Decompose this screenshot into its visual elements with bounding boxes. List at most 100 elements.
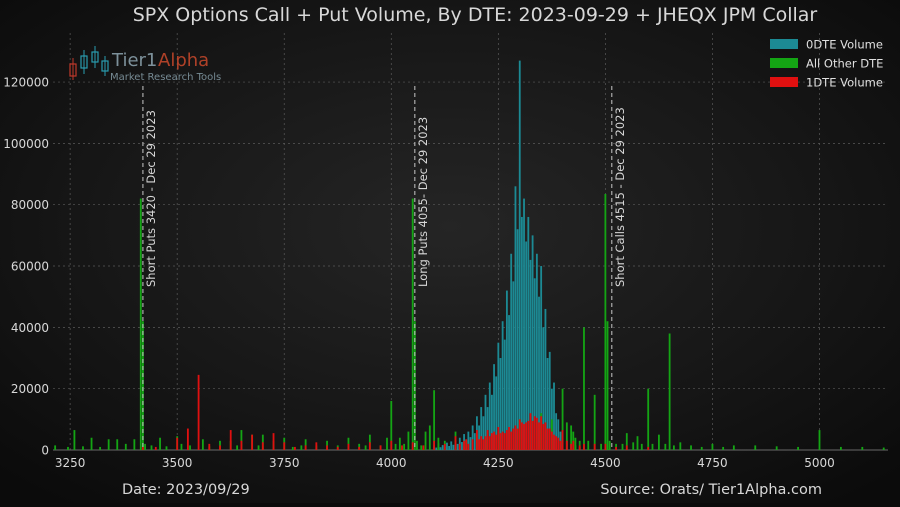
y-tick-label: 60000 xyxy=(11,260,49,274)
x-tick-label: 4500 xyxy=(590,456,621,470)
bar-odte xyxy=(478,425,480,450)
bar-1dte xyxy=(458,443,461,450)
bar-1dte xyxy=(557,437,560,450)
bar-1dte xyxy=(208,443,211,450)
bar-other-dte xyxy=(839,446,842,450)
bar-odte xyxy=(488,382,491,450)
bar-1dte xyxy=(480,436,483,450)
bar-other-dte xyxy=(565,422,568,450)
bar-1dte xyxy=(471,439,474,450)
bar-other-dte xyxy=(304,439,307,450)
y-tick-label: 0 xyxy=(41,444,49,458)
bar-other-dte xyxy=(189,445,191,450)
bar-other-dte xyxy=(201,439,204,450)
bar-1dte xyxy=(240,440,243,450)
annotations: Short Puts 3420 - Dec 29 2023 Long Puts 4… xyxy=(142,86,627,450)
bar-odte xyxy=(484,394,487,450)
bar-other-dte xyxy=(139,198,142,450)
bar-odte xyxy=(523,198,525,450)
bar-other-dte xyxy=(632,442,635,450)
bar-other-dte xyxy=(561,388,564,450)
bar-1dte xyxy=(486,430,489,450)
bar-odte xyxy=(518,60,521,451)
bar-odte xyxy=(456,443,459,450)
bar-other-dte xyxy=(394,443,397,450)
bar-other-dte xyxy=(651,443,654,450)
bar-other-dte xyxy=(428,425,431,450)
bar-1dte xyxy=(565,440,568,450)
bar-odte xyxy=(520,216,523,450)
bar-1dte xyxy=(503,433,506,450)
bar-odte xyxy=(497,342,500,450)
bar-1dte xyxy=(533,416,536,450)
watermark-logo: Tier1 Alpha Market Research Tools xyxy=(69,46,221,83)
bar-other-dte xyxy=(606,321,609,450)
bar-odte xyxy=(548,351,551,450)
bar-1dte xyxy=(186,428,189,450)
bar-other-dte xyxy=(390,400,393,450)
bar-other-dte xyxy=(593,394,596,450)
bar-1dte xyxy=(499,433,502,450)
bar-1dte xyxy=(488,436,491,450)
bar-1dte xyxy=(615,446,617,450)
bar-other-dte xyxy=(672,445,675,450)
bar-other-dte xyxy=(664,443,667,450)
bar-1dte xyxy=(336,446,339,450)
bar-other-dte xyxy=(150,445,153,450)
bar-odte xyxy=(535,253,538,450)
bar-odte xyxy=(450,441,453,450)
bar-other-dte xyxy=(574,437,577,450)
bar-1dte xyxy=(546,428,549,450)
bar-other-dte xyxy=(364,445,367,450)
bar-other-dte xyxy=(67,446,69,450)
bar-1dte xyxy=(401,445,403,450)
bar-odte xyxy=(533,278,536,450)
bar-other-dte xyxy=(690,445,692,450)
legend-label-1dte: 1DTE Volume xyxy=(806,76,883,90)
bar-odte xyxy=(501,321,504,450)
bar-other-dte xyxy=(679,442,682,450)
bar-1dte xyxy=(510,431,513,450)
bar-other-dte xyxy=(861,446,864,450)
bar-1dte xyxy=(304,445,307,450)
bar-odte xyxy=(491,394,493,450)
bar-odte xyxy=(544,308,547,450)
footer-date: Date: 2023/09/29 xyxy=(122,482,250,498)
bar-odte xyxy=(516,229,519,450)
bar-other-dte xyxy=(73,430,76,450)
x-tick-label: 4250 xyxy=(483,456,514,470)
bar-other-dte xyxy=(608,440,611,450)
bar-odte xyxy=(439,447,442,450)
bar-1dte xyxy=(454,436,457,450)
bar-other-dte xyxy=(124,443,127,450)
bar-odte xyxy=(508,315,510,450)
legend-swatch-1dte xyxy=(770,77,798,87)
bar-1dte xyxy=(272,433,275,450)
bar-1dte xyxy=(593,443,596,450)
bar-1dte xyxy=(535,417,538,450)
bar-odte xyxy=(529,259,532,450)
bar-odte xyxy=(482,416,485,450)
bar-1dte xyxy=(251,434,254,450)
bar-other-dte xyxy=(700,446,703,450)
bar-1dte xyxy=(390,440,393,450)
bar-1dte xyxy=(443,443,446,450)
bar-1dte xyxy=(548,428,551,450)
bar-other-dte xyxy=(437,437,440,450)
legend: 0DTE Volume All Other DTE 1DTE Volume xyxy=(770,38,883,90)
legend-label-other: All Other DTE xyxy=(806,57,883,71)
bar-odte xyxy=(471,425,474,450)
bar-odte xyxy=(499,358,502,450)
bar-1dte xyxy=(647,446,650,450)
bar-other-dte xyxy=(711,443,714,450)
bar-odte xyxy=(555,413,558,450)
bar-odte xyxy=(531,235,534,450)
chart-title: SPX Options Call + Put Volume, By DTE: 2… xyxy=(133,4,818,26)
bar-other-dte xyxy=(107,439,110,450)
bar-odte xyxy=(538,296,540,450)
bar-1dte xyxy=(142,446,144,450)
bar-odte xyxy=(473,433,476,450)
bar-1dte xyxy=(531,420,534,450)
bar-1dte xyxy=(495,434,498,450)
bar-1dte xyxy=(368,442,371,450)
